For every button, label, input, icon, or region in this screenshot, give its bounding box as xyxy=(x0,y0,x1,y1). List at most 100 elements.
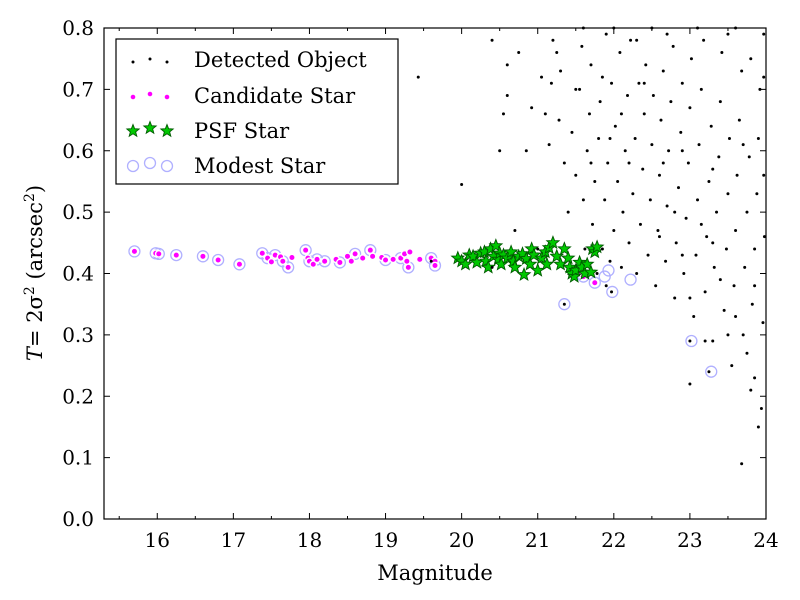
small-circle-point-4 xyxy=(199,252,207,261)
y-axis-label-eq: = 2σ xyxy=(23,295,47,347)
dot-point-32 xyxy=(598,100,602,104)
dot-point-11 xyxy=(543,112,547,116)
small-circle-point-9 xyxy=(267,257,276,266)
dot-point-86 xyxy=(702,38,706,42)
dot-point-75 xyxy=(680,81,684,85)
y-tick-label: 0.2 xyxy=(62,384,94,408)
open-circle-point-0 xyxy=(128,245,141,258)
dot-point-162 xyxy=(536,247,540,251)
legend-marker-star xyxy=(125,123,141,138)
dot-point-163 xyxy=(490,265,494,269)
legend-marker-open-circle xyxy=(143,156,157,170)
dot-point-148 xyxy=(711,241,715,245)
dot-point-157 xyxy=(619,112,623,116)
dot-point-18 xyxy=(566,210,570,214)
x-tick-label: 19 xyxy=(373,528,398,552)
dot-point-21 xyxy=(578,87,582,91)
dot-point-23 xyxy=(581,198,585,202)
open-circle-point-4 xyxy=(196,250,210,263)
y-axis-label-close: ) xyxy=(23,185,47,193)
dot-point-76 xyxy=(682,272,686,275)
dot-point-114 xyxy=(755,192,759,196)
dot-point-46 xyxy=(626,94,630,98)
dot-point-27 xyxy=(589,63,593,67)
open-circle-point-3 xyxy=(170,248,183,262)
dot-point-19 xyxy=(570,130,574,134)
small-circle-point-3 xyxy=(172,251,181,259)
dot-point-121 xyxy=(608,136,612,140)
legend-marker-small-circle xyxy=(129,93,137,101)
small-circle-point-24 xyxy=(347,257,356,266)
legend-markers xyxy=(125,57,175,173)
dot-point-24 xyxy=(583,247,587,251)
dot-point-168 xyxy=(688,339,692,343)
x-tick-label: 24 xyxy=(753,528,778,552)
dot-point-167 xyxy=(610,290,614,294)
series-candidate-star xyxy=(130,246,599,287)
dot-point-81 xyxy=(692,314,696,318)
dot-point-112 xyxy=(750,302,754,306)
legend-marker-star xyxy=(142,120,158,135)
series-modest-star xyxy=(128,244,718,378)
dot-point-113 xyxy=(753,247,757,251)
dot-point-79 xyxy=(688,106,692,110)
dot-point-116 xyxy=(758,87,762,91)
small-circle-point-6 xyxy=(235,260,244,269)
legend-label-candidate-star: Candidate Star xyxy=(194,84,356,108)
dot-point-136 xyxy=(734,314,738,318)
x-axis-label: Magnitude xyxy=(377,561,493,585)
dot-point-6 xyxy=(505,63,509,67)
dot-point-139 xyxy=(740,462,744,466)
dot-point-74 xyxy=(679,130,683,134)
dot-point-3 xyxy=(498,149,502,153)
small-circle-point-37 xyxy=(415,255,424,264)
dot-point-118 xyxy=(761,321,765,325)
small-circle-point-7 xyxy=(258,249,267,258)
dot-point-156 xyxy=(600,75,604,79)
dot-point-94 xyxy=(717,155,721,159)
x-tick-label: 22 xyxy=(601,528,626,552)
dot-point-110 xyxy=(747,155,751,159)
dot-point-111 xyxy=(749,388,753,392)
dot-point-107 xyxy=(741,333,745,337)
x-tick-label: 20 xyxy=(449,528,474,552)
dot-point-117 xyxy=(759,407,763,411)
legend: Detected Object Candidate Star PSF Star … xyxy=(115,38,399,185)
dot-point-33 xyxy=(600,247,604,251)
star-point-25 xyxy=(522,256,538,271)
dot-point-146 xyxy=(589,161,593,165)
legend-label-psf-star: PSF Star xyxy=(194,119,290,143)
x-tick-label: 16 xyxy=(145,528,170,552)
dot-point-125 xyxy=(741,143,745,147)
star-point-28 xyxy=(530,262,546,277)
dot-point-48 xyxy=(629,38,633,42)
dot-point-1 xyxy=(416,75,420,79)
dot-point-124 xyxy=(711,167,715,171)
small-circle-point-5 xyxy=(214,256,223,264)
dot-point-45 xyxy=(623,149,627,153)
dot-point-43 xyxy=(619,265,623,269)
dot-point-95 xyxy=(718,100,722,104)
dot-point-137 xyxy=(745,351,749,355)
dot-point-122 xyxy=(642,81,646,85)
dot-point-77 xyxy=(684,216,688,220)
dot-point-14 xyxy=(555,51,559,55)
y-axis-label-symbol: T xyxy=(23,345,47,361)
dot-point-55 xyxy=(642,112,646,116)
open-circle-point-24 xyxy=(558,298,571,311)
legend-label-detected-object: Detected Object xyxy=(194,48,367,72)
legend-marker-open-circle xyxy=(126,159,140,173)
dot-point-93 xyxy=(715,210,719,214)
star-point-34 xyxy=(549,248,565,263)
open-circle-point-31 xyxy=(624,273,637,286)
axis-ticks: 16 17 18 19 20 21 22 23 24 0.0 0.1 0.2 0.3 0.4 0.5 0.6 0… xyxy=(62,16,779,552)
dot-point-78 xyxy=(686,161,690,165)
y-tick-label: 0.0 xyxy=(62,507,94,531)
dot-point-109 xyxy=(745,210,749,214)
dot-point-130 xyxy=(551,38,555,42)
dot-point-26 xyxy=(587,112,591,116)
dot-point-72 xyxy=(674,241,678,245)
legend-marker-dot xyxy=(165,60,169,64)
dot-point-135 xyxy=(718,278,722,282)
dot-point-58 xyxy=(648,198,652,202)
